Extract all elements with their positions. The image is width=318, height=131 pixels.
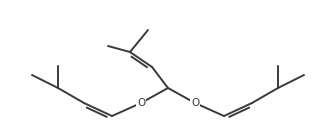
Text: O: O (137, 98, 145, 108)
Text: O: O (191, 98, 199, 108)
